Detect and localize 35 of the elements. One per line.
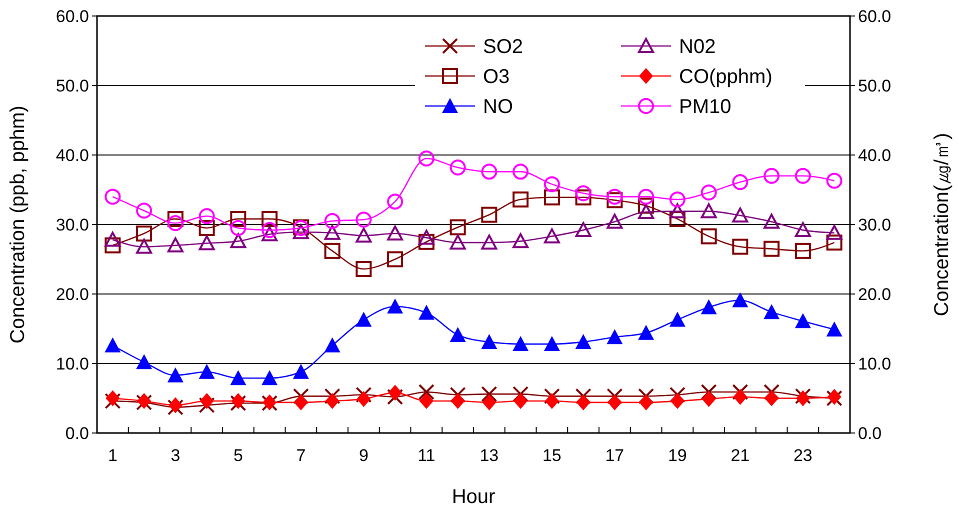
x-tick-label: 3 [170,446,180,465]
y-tick-label: 0.0 [65,424,89,443]
x-tick-label: 9 [358,446,368,465]
legend-label: N02 [679,36,716,58]
y-tick-label: 60.0 [56,6,89,26]
y2-tick-label: 30.0 [858,215,892,234]
y2-tick-label: 0.0 [858,424,882,443]
x-tick-label: 23 [793,446,812,465]
x-tick-label: 19 [668,446,687,465]
legend-label: SO2 [483,36,524,58]
y-tick-label: 50.0 [56,76,89,96]
x-tick-label: 17 [605,446,624,465]
legend-label: PM10 [679,96,732,118]
y-tick-label: 30.0 [56,215,89,234]
y2-axis-title: Concentration(㎍/㎥) [931,132,953,316]
y2-tick-label: 60.0 [858,6,892,26]
y-tick-label: 40.0 [56,146,89,165]
y2-tick-label: 40.0 [858,146,892,165]
y-axis-title: Concentration (ppb, pphm) [7,106,29,344]
y-tick-label: 20.0 [56,284,89,304]
legend-label: CO(pphm) [679,66,772,88]
y-tick-label: 10.0 [56,354,89,374]
legend-label: NO [483,96,513,118]
x-tick-label: 21 [730,446,750,465]
x-axis-title: Hour [452,486,496,508]
x-tick-label: 7 [296,446,306,465]
legend-label: O3 [483,66,510,88]
x-tick-label: 5 [233,446,243,465]
x-tick-label: 13 [480,446,499,465]
y2-tick-label: 10.0 [858,354,892,374]
x-tick-label: 1 [108,446,118,465]
y2-tick-label: 20.0 [858,284,892,304]
y2-tick-label: 50.0 [858,76,892,96]
x-tick-label: 11 [418,446,436,465]
x-tick-label: 15 [542,446,562,465]
